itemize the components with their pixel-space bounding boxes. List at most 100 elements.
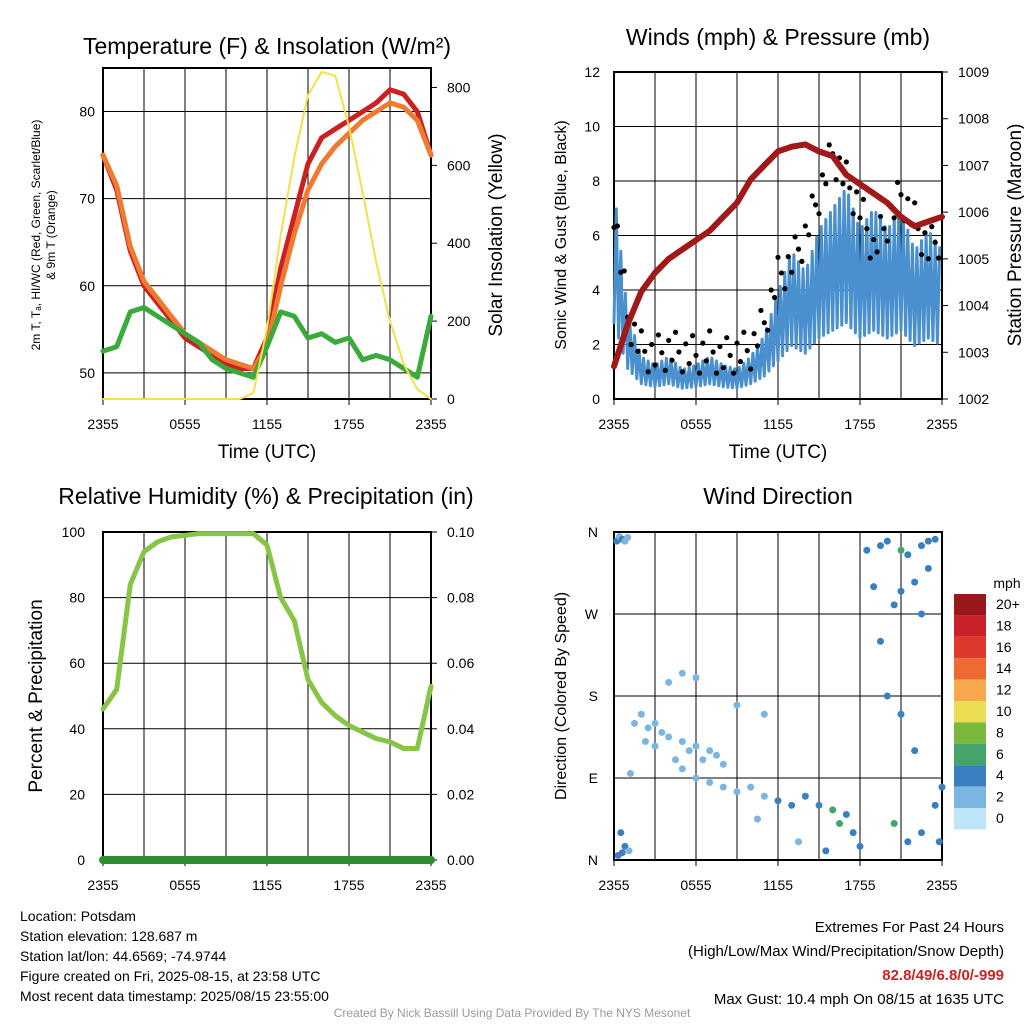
- wind-ylabel: Sonic Wind & Gust (Blue, Black): [553, 120, 570, 349]
- direction-point: [760, 710, 768, 718]
- direction-point: [904, 551, 912, 559]
- wind-gust-point: [850, 211, 856, 217]
- wind-gust-point: [741, 329, 747, 335]
- rh-y2tick-label: 0.04: [447, 721, 474, 737]
- rh-y2tick-label: 0.08: [447, 590, 474, 606]
- temp-xtick-label: 2355: [87, 416, 118, 432]
- direction-point: [883, 537, 891, 545]
- temp-frame: [102, 67, 432, 400]
- wind-gust-point: [666, 337, 672, 344]
- wind-gust-point: [686, 360, 692, 367]
- direction-point: [836, 820, 843, 828]
- wind-gust-point: [775, 254, 781, 260]
- wind-gust-point: [703, 358, 709, 364]
- timestamp-text: Most recent data timestamp: 2025/08/15 2…: [20, 988, 329, 1004]
- direction-point: [877, 637, 884, 645]
- direction-xtick-label: 2355: [598, 877, 629, 893]
- wind-gust-point: [812, 202, 819, 208]
- direction-point: [935, 838, 943, 846]
- direction-legend-label: 20+: [996, 596, 1020, 612]
- direction-point: [788, 801, 796, 809]
- direction-point: [641, 738, 649, 746]
- direction-point: [931, 801, 939, 809]
- wind-xtick-label: 2355: [926, 416, 957, 432]
- wind-gust-point: [864, 226, 870, 232]
- temp-series-solar-insolation: [102, 70, 432, 400]
- wind-gust-point: [659, 350, 665, 356]
- wind-gust-point: [631, 321, 638, 327]
- rh-title: Relative Humidity (%) & Precipitation (i…: [58, 483, 473, 509]
- wind-gust-point: [768, 287, 774, 293]
- direction-point: [644, 724, 652, 732]
- wind-ytick-label: 4: [592, 282, 600, 298]
- direction-point: [822, 847, 830, 855]
- wind-gust-point: [696, 370, 703, 376]
- direction-legend-label: 4: [996, 767, 1004, 783]
- wind-ytick-label: 12: [584, 64, 600, 80]
- wind-gust-point: [707, 328, 713, 334]
- wind-gust-point: [782, 286, 788, 292]
- wind-gust-point: [935, 255, 942, 261]
- direction-point: [890, 820, 898, 828]
- wind-gust-point: [645, 369, 651, 375]
- wind-xtick-label: 1155: [763, 416, 793, 432]
- wind-gust-point: [860, 196, 867, 202]
- wind-gust-point: [669, 357, 675, 363]
- wind-gust-point: [730, 370, 737, 376]
- wind-series-pressure: [611, 141, 945, 370]
- direction-point: [856, 842, 864, 850]
- temp-y2tick-label: 600: [447, 157, 471, 173]
- extremes-subtitle: (High/Low/Max Wind/Precipitation/Snow De…: [688, 943, 1004, 960]
- wind-title: Winds (mph) & Pressure (mb): [626, 24, 930, 50]
- direction-point: [692, 742, 700, 750]
- direction-point: [733, 701, 741, 709]
- wind-gust-point: [754, 343, 761, 349]
- rh-xtick-label: 2355: [415, 877, 446, 893]
- direction-point: [665, 733, 673, 741]
- direction-point: [897, 710, 905, 718]
- temp-y2tick-label: 200: [447, 313, 471, 329]
- direction-point: [754, 815, 761, 823]
- direction-legend-label: 2: [996, 789, 1004, 805]
- direction-point: [801, 792, 809, 800]
- rh-ytick-label: 60: [69, 655, 85, 671]
- temp-xlabel: Time (UTC): [218, 442, 317, 463]
- wind-y2tick-label: 1007: [958, 157, 989, 173]
- wind-gust-point: [628, 341, 634, 348]
- direction-point: [625, 847, 633, 855]
- wind-gust-point: [758, 307, 764, 314]
- direction-legend-swatch: [954, 615, 986, 637]
- wind-gust-point: [785, 254, 791, 260]
- direction-xtick-label: 1155: [763, 877, 793, 893]
- wind-gust-point: [799, 258, 805, 264]
- direction-point: [760, 792, 768, 800]
- wind-gust-point: [765, 327, 771, 333]
- wind-gust-point: [771, 294, 778, 301]
- direction-point: [713, 751, 720, 759]
- direction-xtick-label: 0555: [680, 877, 711, 893]
- direction-point: [637, 710, 645, 718]
- rh-xtick-label: 2355: [87, 877, 118, 893]
- direction-point: [699, 756, 707, 764]
- direction-legend-label: 10: [996, 703, 1012, 719]
- wind-gust-point: [894, 179, 901, 185]
- direction-point: [918, 610, 925, 618]
- wind-gust-point: [881, 226, 887, 232]
- direction-point: [918, 829, 925, 837]
- wind-gust-point: [713, 370, 720, 376]
- wind-gust-point: [614, 223, 621, 229]
- wind-gust-point: [867, 255, 873, 261]
- wind-gust-point: [905, 196, 911, 202]
- direction-point: [651, 719, 659, 727]
- wind-gust-point: [662, 367, 668, 373]
- wind-gust-point: [795, 246, 802, 252]
- wind-gust-point: [884, 238, 890, 244]
- wind-gust-point: [727, 352, 733, 358]
- wind-gust-point: [857, 215, 863, 221]
- latlon-text: Station lat/lon: 44.6569; -74.9744: [20, 948, 227, 964]
- wind-y2tick-label: 1003: [958, 344, 989, 360]
- direction-ytick-label: N: [588, 852, 598, 868]
- direction-point: [651, 742, 659, 750]
- wind-ytick-label: 6: [592, 228, 600, 244]
- direction-point: [911, 747, 919, 755]
